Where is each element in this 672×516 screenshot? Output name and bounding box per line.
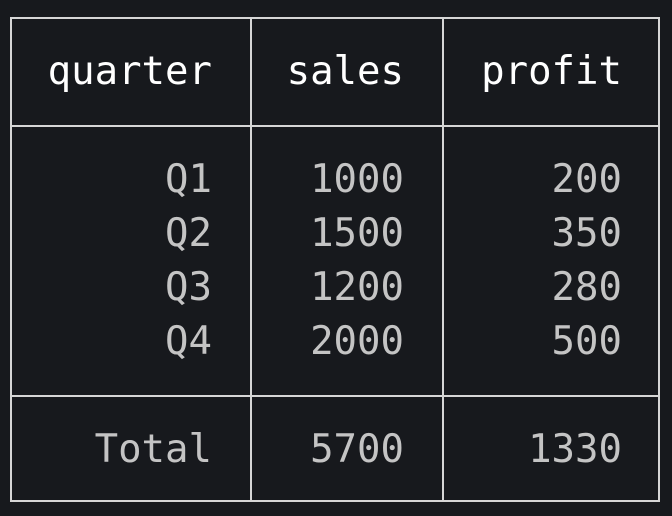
table-cell: 500 bbox=[551, 319, 622, 364]
table-cell: Q3 bbox=[165, 265, 212, 310]
table-cell: 1000 bbox=[310, 157, 404, 202]
footer-divider bbox=[12, 395, 658, 397]
table-cell: Q2 bbox=[165, 211, 212, 256]
sales-column: 1000 1500 1200 2000 bbox=[252, 153, 442, 369]
table-cell: 200 bbox=[551, 157, 622, 202]
data-table: quarter sales profit Q1 Q2 Q3 Q4 1000 15… bbox=[10, 17, 660, 502]
table-cell: Q4 bbox=[165, 319, 212, 364]
header-sales: sales bbox=[286, 49, 404, 94]
table-cell: 2000 bbox=[310, 319, 404, 364]
header-profit: profit bbox=[481, 49, 622, 94]
column-divider bbox=[442, 19, 444, 500]
quarter-column: Q1 Q2 Q3 Q4 bbox=[12, 153, 250, 369]
column-divider bbox=[250, 19, 252, 500]
table-cell: 280 bbox=[551, 265, 622, 310]
table-cell: 350 bbox=[551, 211, 622, 256]
footer-sales-total: 5700 bbox=[310, 427, 404, 472]
profit-column: 200 350 280 500 bbox=[444, 153, 660, 369]
footer-profit-total: 1330 bbox=[528, 427, 622, 472]
footer-label: Total bbox=[94, 427, 212, 472]
header-divider bbox=[12, 125, 658, 127]
table-cell: Q1 bbox=[165, 157, 212, 202]
table-cell: 1200 bbox=[310, 265, 404, 310]
table-cell: 1500 bbox=[310, 211, 404, 256]
header-quarter: quarter bbox=[47, 49, 212, 94]
